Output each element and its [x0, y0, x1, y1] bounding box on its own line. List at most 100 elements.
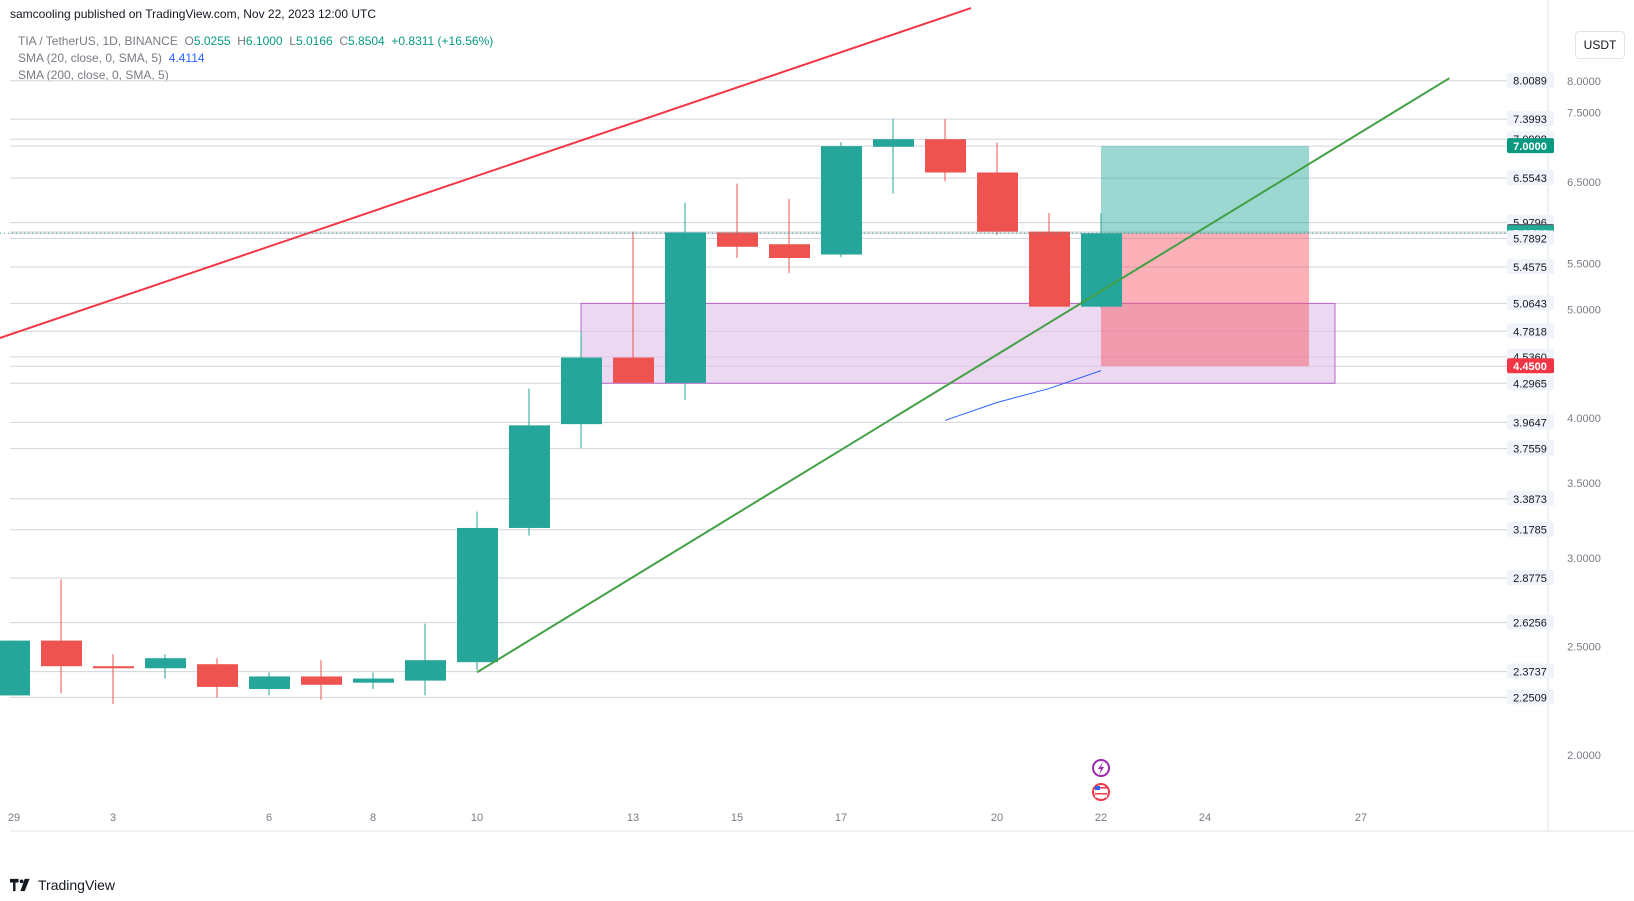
- candle: [301, 660, 342, 700]
- sma20-label: SMA (20, close, 0, SMA, 5): [18, 51, 163, 65]
- price-label-box: [1507, 259, 1554, 275]
- candle-body: [873, 139, 914, 147]
- change-value: +0.8311 (+16.56%): [391, 34, 494, 48]
- demand-zone-layer: [580, 302, 1336, 384]
- candle-body: [353, 678, 394, 683]
- candle: [353, 672, 394, 690]
- support-trendline: [476, 77, 1450, 674]
- candle-body: [925, 139, 966, 173]
- candle-body: [561, 357, 602, 425]
- price-tick-label: 3.0000: [1567, 553, 1601, 565]
- price-label: 7.0000: [1507, 138, 1554, 154]
- price-axis-layer: 8.0000 7.5000 6.5000 5.5000 5.0000 4.0000 3.50…: [1507, 72, 1601, 762]
- open-value: 5.0255: [193, 34, 231, 48]
- price-label-box: [1507, 521, 1554, 537]
- price-label-box: [1507, 490, 1554, 506]
- price-tick-label: 2.5000: [1567, 641, 1601, 653]
- sma200-label: SMA (200, close, 0, SMA, 5): [18, 68, 169, 82]
- price-label-box: [1507, 375, 1554, 391]
- price-tick-label: 4.0000: [1567, 413, 1601, 425]
- price-label-text: 2.6256: [1513, 618, 1547, 630]
- candle-body: [1081, 233, 1122, 307]
- candle: [41, 579, 82, 694]
- candle-body: [457, 527, 498, 663]
- candle-body: [0, 640, 30, 696]
- price-label: 7.3993: [1507, 111, 1554, 127]
- candle: [509, 388, 550, 536]
- price-label-box: [1507, 440, 1554, 456]
- close-value: 5.8504: [348, 34, 385, 48]
- tradingview-logo-icon: [10, 878, 30, 892]
- candle-body: [613, 357, 654, 383]
- price-label: 4.2965: [1507, 375, 1554, 391]
- candle: [925, 119, 966, 182]
- candle-body: [717, 232, 758, 247]
- time-tick-label: 8: [370, 812, 376, 824]
- flag-stripe: [1095, 793, 1107, 795]
- flag-stripe: [1095, 796, 1107, 798]
- price-label-text: 2.8775: [1513, 573, 1547, 585]
- trendline-layer: [0, 7, 1548, 674]
- price-label-text: 3.3873: [1513, 494, 1547, 506]
- time-tick-label: 22: [1095, 812, 1107, 824]
- price-label-box: [1507, 111, 1554, 127]
- price-label-text: 7.3993: [1513, 114, 1547, 126]
- candles-layer: [0, 119, 1122, 705]
- candle: [197, 658, 238, 698]
- candle-body: [41, 640, 82, 667]
- time-tick-label: 20: [991, 812, 1003, 824]
- price-label: 5.7892: [1507, 230, 1554, 246]
- price-tick-label: 3.5000: [1567, 478, 1601, 490]
- sma20-row[interactable]: SMA (20, close, 0, SMA, 5) 4.4114: [18, 50, 493, 67]
- candle: [457, 511, 498, 671]
- candle: [873, 119, 914, 194]
- candle: [0, 640, 30, 696]
- price-label-text: 2.2509: [1513, 692, 1547, 704]
- price-label-box: [1507, 614, 1554, 630]
- price-tick-label: 2.0000: [1567, 750, 1601, 762]
- close-key: C: [339, 34, 349, 48]
- chart-legend: TIA / TetherUS, 1D, BINANCE O5.0255 H6.1…: [18, 33, 493, 84]
- long-position-layer: [1101, 146, 1309, 367]
- price-label: 6.5543: [1507, 170, 1554, 186]
- candle-body: [145, 658, 186, 669]
- publisher-caption: samcooling published on TradingView.com,…: [10, 7, 376, 21]
- time-tick-label: 13: [627, 812, 639, 824]
- demand-zone: [580, 302, 1336, 384]
- flag-canton: [1095, 786, 1100, 790]
- price-label-text: 4.2965: [1513, 378, 1547, 390]
- currency-button[interactable]: USDT: [1575, 31, 1625, 59]
- price-label-text: 5.4575: [1513, 262, 1547, 274]
- candle-body: [197, 664, 238, 687]
- price-label-box: [1507, 323, 1554, 339]
- high-key: H: [237, 34, 246, 48]
- time-axis-layer: ov368101315172022242729: [8, 812, 1367, 824]
- price-label: 3.7559: [1507, 440, 1554, 456]
- us-flag-event-icon: [1092, 783, 1110, 801]
- position-target-area: [1101, 146, 1309, 234]
- high-value: 6.1000: [245, 34, 283, 48]
- price-label: 2.2509: [1507, 689, 1554, 705]
- candle: [93, 654, 134, 705]
- time-tick-label: 29: [8, 812, 20, 824]
- candle-body: [301, 676, 342, 685]
- sma20-line: [944, 370, 1102, 421]
- candle-body: [509, 425, 550, 528]
- candle: [613, 231, 654, 383]
- tradingview-brand[interactable]: TradingView: [10, 877, 115, 893]
- candle-body: [769, 244, 810, 259]
- price-label-text: 7.0000: [1513, 141, 1547, 153]
- sma20-value: 4.4114: [168, 51, 205, 65]
- price-label-box: [1507, 230, 1554, 246]
- price-label-box: [1507, 414, 1554, 430]
- price-label: 2.3737: [1507, 663, 1554, 679]
- price-label: 2.8775: [1507, 570, 1554, 586]
- sma200-row[interactable]: SMA (200, close, 0, SMA, 5): [18, 67, 493, 84]
- price-label-box: [1507, 170, 1554, 186]
- event-icons-layer: [1092, 759, 1110, 801]
- lightning-event-icon: [1092, 759, 1110, 777]
- time-tick-label: 3: [110, 812, 116, 824]
- price-label-box: [1507, 72, 1554, 88]
- price-label-text: 3.1785: [1513, 525, 1547, 537]
